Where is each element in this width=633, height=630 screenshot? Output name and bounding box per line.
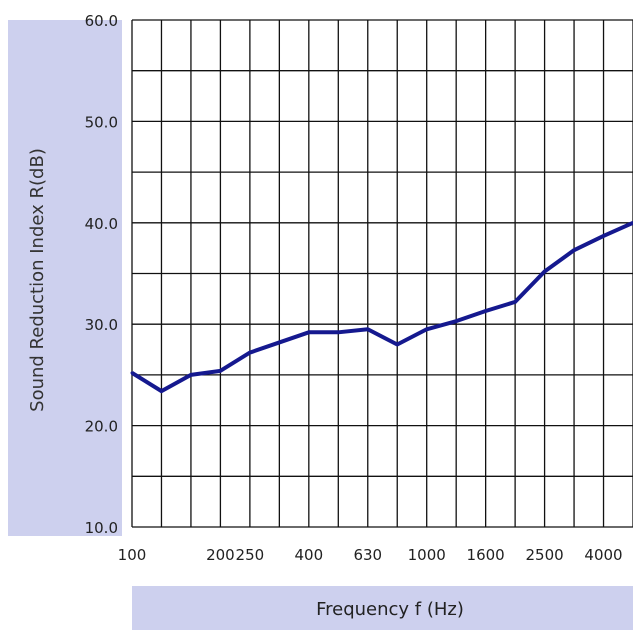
data-point <box>514 300 517 303</box>
data-point <box>484 310 487 313</box>
data-point <box>425 328 428 331</box>
x-tick-label: 100 <box>118 546 147 564</box>
data-point <box>337 331 340 334</box>
x-tick-label: 4000 <box>584 546 622 564</box>
x-tick-label: 250 <box>236 546 265 564</box>
y-tick-label: 30.0 <box>85 316 118 334</box>
data-point <box>366 328 369 331</box>
x-tick-label: 1600 <box>467 546 505 564</box>
x-tick-label: 1000 <box>408 546 446 564</box>
x-tick-label: 2500 <box>525 546 563 564</box>
x-tick-label: 400 <box>295 546 324 564</box>
data-point <box>189 373 192 376</box>
data-point <box>131 371 134 374</box>
x-axis-label: Frequency f (Hz) <box>316 599 464 620</box>
grid-lines <box>132 20 633 527</box>
data-point <box>396 343 399 346</box>
tick-labels: 10.0 20.0 30.0 40.0 50.0 60.0 100 200 250 400 630 1… <box>85 12 623 564</box>
data-point <box>455 320 458 323</box>
data-point <box>543 270 546 273</box>
data-point <box>307 331 310 334</box>
x-tick-label: 630 <box>353 546 382 564</box>
y-axis-label: Sound Reduction Index R(dB) <box>27 148 48 412</box>
x-tick-label: 200 <box>206 546 235 564</box>
data-point <box>219 369 222 372</box>
series-line-0 <box>132 223 633 391</box>
y-tick-label: 40.0 <box>85 215 118 233</box>
data-point <box>278 341 281 344</box>
data-point <box>602 234 605 237</box>
series <box>131 221 633 392</box>
y-tick-label: 50.0 <box>85 113 118 131</box>
y-tick-label: 20.0 <box>85 418 118 436</box>
y-tick-label: 60.0 <box>85 12 118 30</box>
data-point <box>248 351 251 354</box>
data-point <box>160 390 163 393</box>
y-tick-label: 10.0 <box>85 519 118 537</box>
y-axis-label-band <box>8 20 122 536</box>
data-point <box>573 249 576 252</box>
